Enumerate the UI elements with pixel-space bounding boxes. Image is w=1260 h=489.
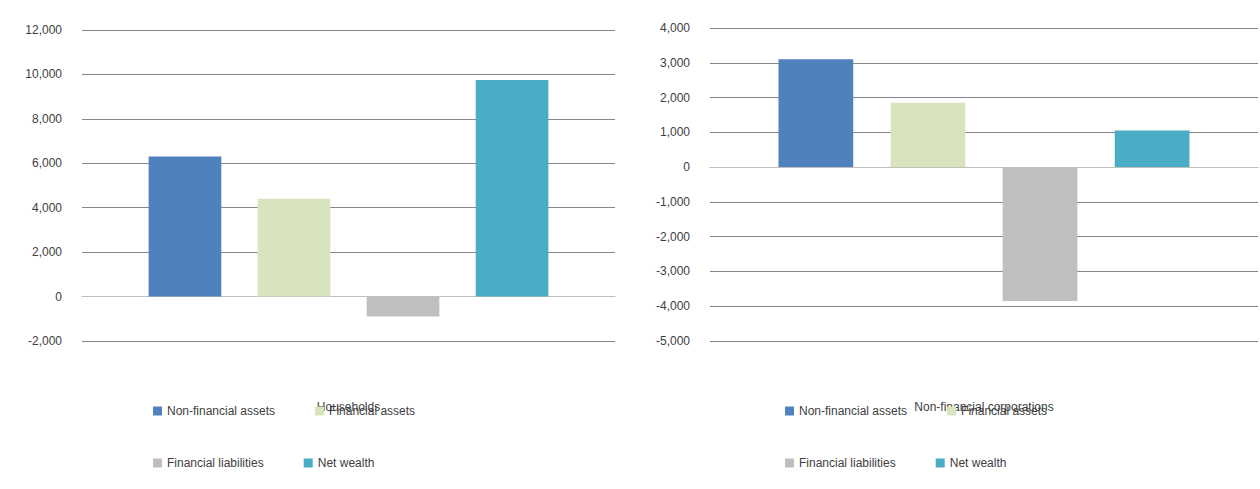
svg-text:2,000: 2,000 (32, 245, 62, 259)
svg-text:-1,000: -1,000 (656, 195, 690, 209)
svg-text:2,000: 2,000 (660, 91, 690, 105)
svg-text:Net wealth: Net wealth (318, 456, 375, 470)
svg-text:10,000: 10,000 (25, 67, 62, 81)
svg-text:6,000: 6,000 (32, 156, 62, 170)
svg-text:Financial liabilities: Financial liabilities (799, 456, 896, 470)
svg-text:4,000: 4,000 (32, 201, 62, 215)
svg-text:Non-financial assets: Non-financial assets (799, 404, 907, 418)
svg-text:3,000: 3,000 (660, 56, 690, 70)
svg-text:-2,000: -2,000 (28, 334, 62, 348)
svg-text:4,000: 4,000 (660, 21, 690, 35)
svg-text:0: 0 (55, 290, 62, 304)
svg-text:0: 0 (683, 160, 690, 174)
svg-text:Financial assets: Financial assets (961, 404, 1047, 418)
svg-text:-5,000: -5,000 (656, 334, 690, 348)
svg-text:Financial liabilities: Financial liabilities (167, 456, 264, 470)
svg-text:12,000: 12,000 (25, 23, 62, 37)
svg-text:Non-financial assets: Non-financial assets (167, 404, 275, 418)
svg-text:Financial assets: Financial assets (329, 404, 415, 418)
svg-text:1,000: 1,000 (660, 125, 690, 139)
svg-text:-4,000: -4,000 (656, 299, 690, 313)
svg-text:Net wealth: Net wealth (950, 456, 1007, 470)
svg-text:-2,000: -2,000 (656, 230, 690, 244)
svg-text:-3,000: -3,000 (656, 264, 690, 278)
svg-text:8,000: 8,000 (32, 112, 62, 126)
